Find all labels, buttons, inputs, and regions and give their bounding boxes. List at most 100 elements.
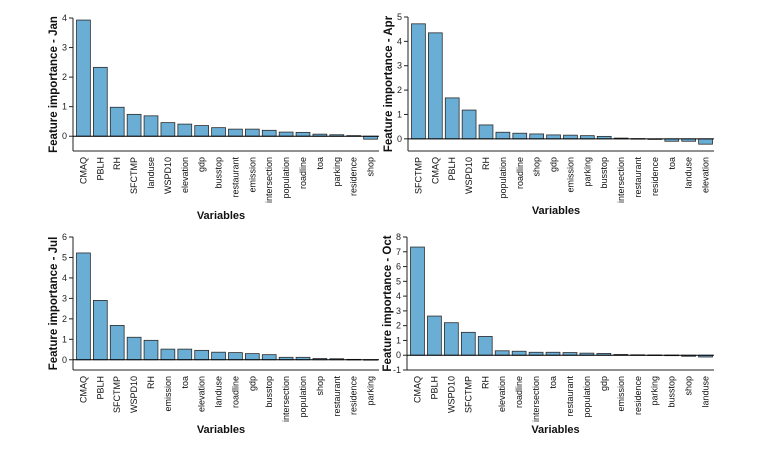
x-tick-label: gdp bbox=[549, 157, 559, 172]
x-tick-label: restaurant bbox=[332, 376, 342, 417]
x-tick-label: SFCTMP bbox=[112, 376, 122, 413]
x-tick-label: gdp bbox=[599, 376, 609, 391]
x-tick-label: parking bbox=[332, 157, 342, 187]
x-axis-label: Variables bbox=[532, 205, 580, 217]
x-tick-label: residence bbox=[650, 157, 660, 196]
x-tick-label: SFCTMP bbox=[463, 376, 473, 413]
x-tick-label: parking bbox=[650, 376, 660, 406]
bar-CMAQ bbox=[410, 246, 425, 356]
y-tick-label: 4 bbox=[396, 291, 401, 301]
x-tick-label: PBLH bbox=[429, 376, 439, 400]
y-tick-label: 0 bbox=[396, 350, 401, 360]
y-tick-label: 4 bbox=[62, 13, 67, 23]
y-tick-label: 0 bbox=[62, 355, 67, 365]
x-tick-label: shop bbox=[315, 376, 325, 396]
x-tick-label: restaurant bbox=[230, 157, 240, 198]
y-tick-label: 3 bbox=[397, 61, 402, 71]
y-tick-label: 2 bbox=[62, 314, 67, 324]
y-tick-label: 3 bbox=[62, 293, 67, 303]
x-tick-label: shop bbox=[366, 157, 376, 177]
x-tick-label: residence bbox=[349, 157, 359, 196]
bar-elevation bbox=[177, 123, 193, 137]
bar-elevation bbox=[194, 349, 209, 361]
y-axis-label: Feature importance - Jan bbox=[48, 16, 60, 153]
bar-WSPD10 bbox=[461, 109, 477, 140]
chart-panel-3: -1 0 1 2 3 4 5 6 7 8 CMAQ PBLH WSPD10 SFCTMP RH elevati… bbox=[382, 232, 714, 436]
x-tick-label: residence bbox=[633, 376, 643, 415]
x-axis-label: Variables bbox=[197, 424, 245, 436]
x-tick-label: landuse bbox=[146, 157, 156, 189]
bar-gdp bbox=[194, 125, 209, 137]
x-tick-label: PBLH bbox=[95, 157, 105, 181]
x-tick-label: CMAQ bbox=[412, 376, 422, 403]
bar-SFCTMP bbox=[126, 113, 142, 137]
x-tick-label: parking bbox=[366, 376, 376, 406]
y-tick-label: 0 bbox=[62, 131, 67, 141]
bar-roadline bbox=[228, 352, 243, 361]
x-tick-label: intersection bbox=[531, 376, 541, 422]
y-tick-label: 6 bbox=[62, 232, 67, 242]
x-tick-label: population bbox=[298, 376, 308, 418]
x-tick-label: elevation bbox=[701, 157, 711, 193]
bar-roadline bbox=[295, 131, 311, 137]
x-tick-label: restaurant bbox=[565, 376, 575, 417]
x-tick-label: busstop bbox=[214, 157, 224, 189]
x-tick-label: elevation bbox=[497, 376, 507, 412]
bar-landuse bbox=[211, 351, 226, 361]
x-tick-label: landuse bbox=[684, 157, 694, 189]
bar-gdp bbox=[245, 353, 260, 361]
x-tick-label: roadline bbox=[514, 376, 524, 408]
bar-roadline bbox=[512, 132, 528, 140]
x-tick-label: RH bbox=[481, 157, 491, 170]
y-tick-label: 1 bbox=[396, 335, 401, 345]
x-tick-label: toa bbox=[667, 157, 677, 170]
y-tick-label: 3 bbox=[62, 43, 67, 53]
x-tick-label: roadline bbox=[515, 157, 525, 189]
bar-emission bbox=[563, 134, 578, 140]
x-tick-label: busstop bbox=[264, 376, 274, 408]
x-tick-label: CMAQ bbox=[430, 157, 440, 184]
bar-gdp bbox=[546, 134, 561, 140]
x-tick-label: elevation bbox=[180, 157, 190, 193]
x-tick-label: parking bbox=[582, 157, 592, 187]
x-tick-label: RH bbox=[112, 157, 122, 170]
bar-busstop bbox=[261, 354, 277, 361]
bar-shop bbox=[529, 133, 544, 140]
x-tick-label: WSPD10 bbox=[163, 157, 173, 194]
x-tick-label: intersection bbox=[616, 157, 626, 203]
y-tick-label: 5 bbox=[397, 12, 402, 22]
bar-RH bbox=[477, 336, 493, 356]
bar-intersection bbox=[261, 129, 277, 137]
x-tick-label: PBLH bbox=[447, 157, 457, 181]
bar-RH bbox=[109, 106, 125, 137]
y-tick-label: 6 bbox=[396, 262, 401, 272]
x-tick-label: WSPD10 bbox=[446, 376, 456, 413]
bar-PBLH bbox=[427, 315, 442, 356]
bar-WSPD10 bbox=[160, 122, 176, 137]
x-tick-label: roadline bbox=[230, 376, 240, 408]
bar-WSPD10 bbox=[126, 336, 142, 361]
bar-CMAQ bbox=[76, 252, 91, 361]
bar-roadline bbox=[511, 350, 527, 356]
x-tick-label: emission bbox=[247, 157, 257, 193]
y-axis-label: Feature importance - Apr bbox=[383, 15, 395, 152]
bar-PBLH bbox=[444, 97, 460, 140]
chart-panel-2: 0 1 2 3 4 5 6 CMAQ PBLH SFCTMP WSPD10 RH emission toa… bbox=[48, 232, 379, 436]
x-tick-label: landuse bbox=[701, 376, 711, 408]
bar-WSPD10 bbox=[444, 322, 459, 356]
x-axis-label: Variables bbox=[197, 210, 245, 222]
x-tick-label: population bbox=[498, 157, 508, 199]
x-tick-label: RH bbox=[146, 376, 156, 389]
y-tick-label: 5 bbox=[62, 252, 67, 262]
x-tick-label: roadline bbox=[298, 157, 308, 189]
bar-PBLH bbox=[93, 66, 108, 137]
bar-SFCTMP bbox=[109, 324, 125, 361]
y-tick-label: 1 bbox=[62, 102, 67, 112]
y-tick-label: 3 bbox=[396, 306, 401, 316]
x-tick-label: intersection bbox=[264, 157, 274, 203]
x-tick-label: population bbox=[281, 157, 291, 199]
bar-population bbox=[495, 131, 511, 140]
y-axis-label: Feature importance - Jul bbox=[48, 237, 60, 371]
x-tick-label: elevation bbox=[197, 376, 207, 412]
